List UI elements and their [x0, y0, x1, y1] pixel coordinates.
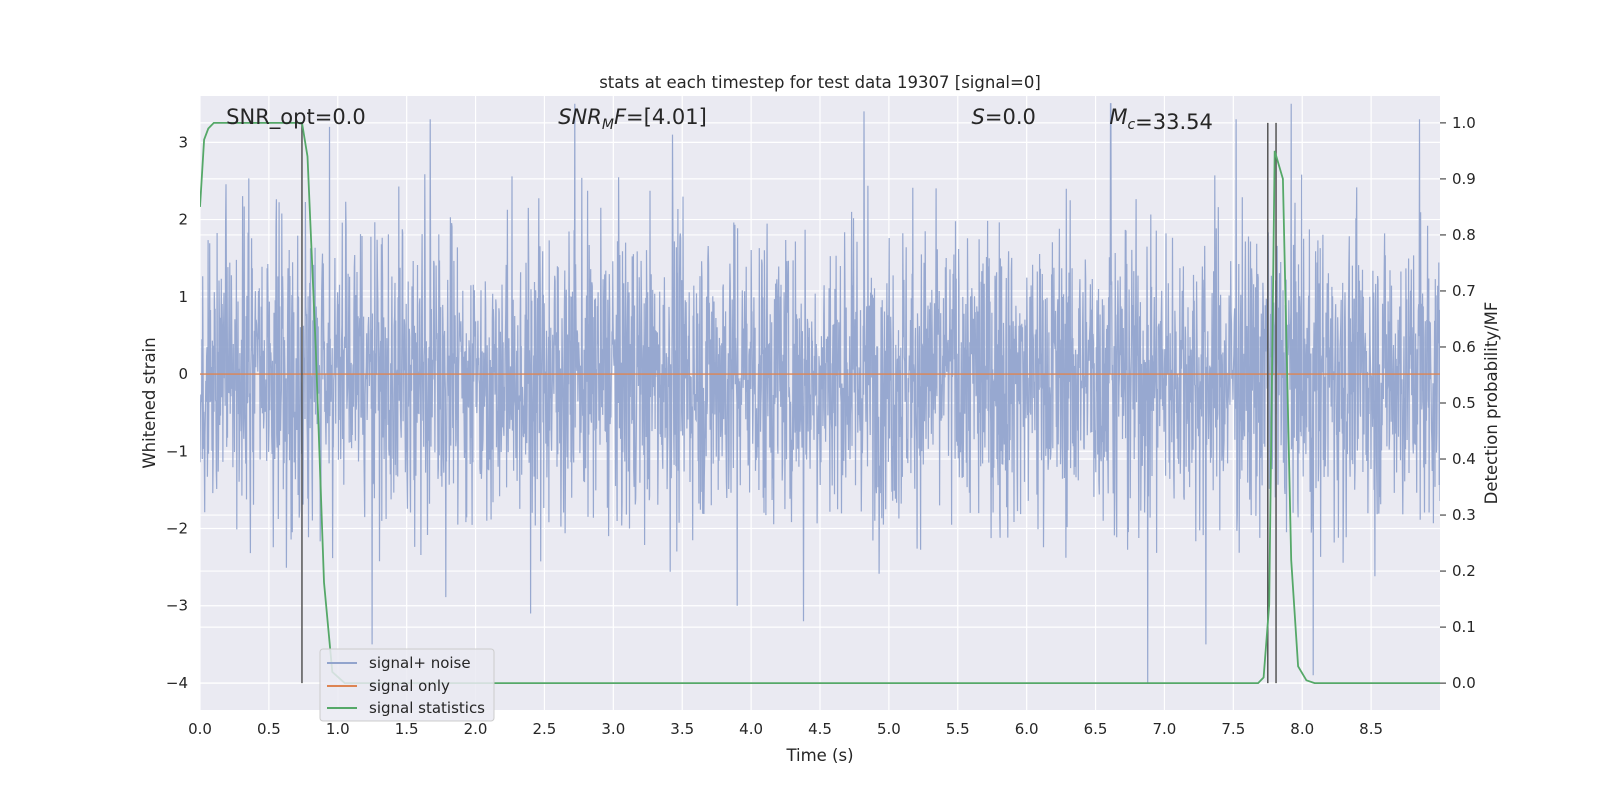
- y2-tick-label: 0.1: [1452, 618, 1476, 636]
- y2-axis-ticks: 0.0 0.1 0.2 0.3 0.4 0.5 0.6 0.7 0.8 0.9 1.0: [1440, 114, 1476, 692]
- y-tick-label: −1: [166, 442, 188, 460]
- x-tick-label: 0.5: [257, 720, 281, 738]
- x-tick-label: 8.5: [1359, 720, 1383, 738]
- y2-tick-label: 0.8: [1452, 226, 1476, 244]
- annotations: SNR_opt=0.0 SNRMF=[4.01] S=0.0 Mc=33.54: [226, 105, 1213, 134]
- x-tick-label: 2.0: [464, 720, 488, 738]
- x-tick-label: 8.0: [1290, 720, 1314, 738]
- y-tick-label: 3: [178, 133, 188, 151]
- x-tick-label: 1.0: [326, 720, 350, 738]
- x-tick-label: 4.5: [808, 720, 832, 738]
- y-tick-label: −4: [166, 674, 188, 692]
- annotation-2: S=0.0: [972, 105, 1036, 129]
- y-tick-label: 0: [178, 365, 188, 383]
- legend-label-signal-noise: signal+ noise: [369, 654, 471, 672]
- legend-label-signal-statistics: signal statistics: [369, 699, 485, 717]
- x-tick-label: 4.0: [739, 720, 763, 738]
- legend-label-signal-only: signal only: [369, 677, 450, 695]
- x-tick-label: 1.5: [395, 720, 419, 738]
- y2-tick-label: 0.9: [1452, 170, 1476, 188]
- y2-tick-label: 0.0: [1452, 674, 1476, 692]
- x-tick-label: 0.0: [188, 720, 212, 738]
- y2-tick-label: 0.2: [1452, 562, 1476, 580]
- series-signal-statistics: [200, 122, 1440, 684]
- x-tick-label: 5.0: [877, 720, 901, 738]
- y2-tick-label: 1.0: [1452, 114, 1476, 132]
- y-axis-label: Whitened strain: [140, 337, 159, 468]
- y2-tick-label: 0.4: [1452, 450, 1476, 468]
- x-tick-label: 3.0: [601, 720, 625, 738]
- x-tick-label: 6.0: [1015, 720, 1039, 738]
- annotation-3: Mc=33.54: [1109, 105, 1213, 134]
- x-axis-ticks: 0.0 0.5 1.0 1.5 2.0 2.5 3.0 3.5 4.0 4.5 5.0 5.5 6.0 6…: [188, 720, 1383, 738]
- x-tick-label: 2.5: [533, 720, 557, 738]
- y2-tick-label: 0.5: [1452, 394, 1476, 412]
- vertical-markers: [301, 122, 1277, 684]
- y2-tick-label: 0.3: [1452, 506, 1476, 524]
- y-tick-label: −2: [166, 520, 188, 538]
- y-tick-label: 1: [178, 288, 188, 306]
- legend: signal+ noise signal only signal statist…: [319, 648, 495, 722]
- y2-axis-label: Detection probability/MF: [1482, 302, 1501, 505]
- x-tick-label: 7.0: [1153, 720, 1177, 738]
- x-tick-label: 7.5: [1221, 720, 1245, 738]
- y-axis-ticks: −4 −3 −2 −1 0 1 2 3: [166, 133, 188, 692]
- annotation-1: SNRMF=[4.01]: [558, 105, 707, 133]
- annotation-0: SNR_opt=0.0: [226, 105, 366, 130]
- series-line-signal-statistics: [200, 122, 1440, 684]
- chart-title: stats at each timestep for test data 193…: [599, 73, 1041, 92]
- x-tick-label: 3.5: [670, 720, 694, 738]
- x-tick-label: 5.5: [946, 720, 970, 738]
- legend-box: [319, 648, 495, 722]
- y2-tick-label: 0.6: [1452, 338, 1476, 356]
- y2-tick-label: 0.7: [1452, 282, 1476, 300]
- x-axis-label: Time (s): [785, 746, 853, 765]
- y-tick-label: 2: [178, 211, 188, 229]
- y-tick-label: −3: [166, 597, 188, 615]
- x-tick-label: 6.5: [1084, 720, 1108, 738]
